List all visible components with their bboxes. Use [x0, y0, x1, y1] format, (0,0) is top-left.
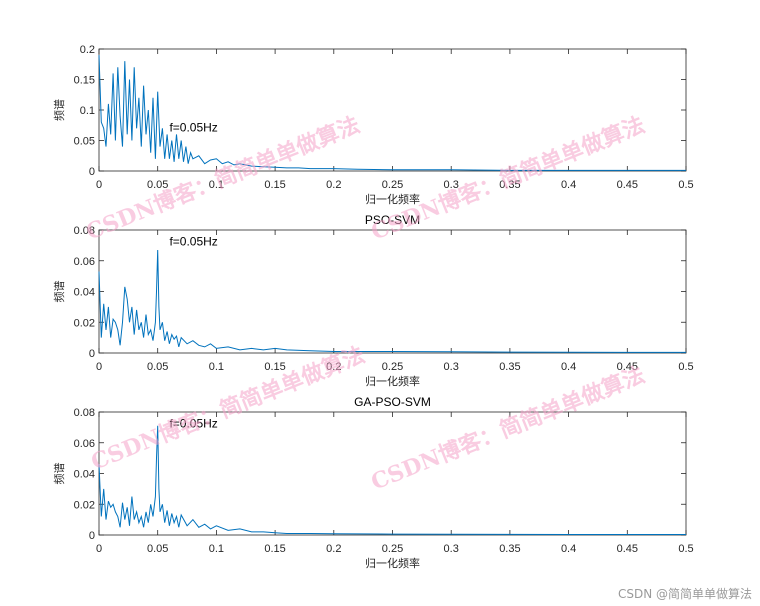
- x-tick-label: 0.4: [561, 179, 576, 191]
- y-tick-label: 0.06: [74, 256, 95, 268]
- x-tick-label: 0.4: [561, 361, 576, 373]
- subplot-3: 0 0.05 0.1 0.15 0.2 0.25 0.3 0.35 0.4 0.45 0.5 0 0.0…: [52, 395, 694, 570]
- subplot-1: 0 0.05 0.1 0.15 0.2 0.25 0.3 0.35 0.4 0.45 0.5 0 0.0…: [52, 44, 694, 206]
- x-tick-label: 0.35: [499, 543, 520, 555]
- x-tick-label: 0: [96, 179, 102, 191]
- series-line: [98, 425, 686, 535]
- subplot-2: 0 0.05 0.1 0.15 0.2 0.25 0.3 0.35 0.4 0.45 0.5 0 0.0…: [52, 213, 694, 388]
- x-tick-label: 0.1: [209, 543, 224, 555]
- series-line: [98, 55, 686, 171]
- x-tick-label: 0.45: [617, 179, 638, 191]
- x-tick-label: 0.15: [264, 179, 285, 191]
- x-axis-label: 归一化频率: [365, 192, 420, 206]
- x-tick-label: 0.15: [264, 361, 285, 373]
- x-tick-label: 0.2: [326, 543, 341, 555]
- x-tick-label: 0.5: [678, 543, 693, 555]
- subplot-title: PSO-SVM: [365, 213, 420, 227]
- x-axis-label: 归一化频率: [365, 556, 420, 570]
- y-tick-label: 0.05: [74, 136, 95, 148]
- x-tick-label: 0.2: [326, 361, 341, 373]
- y-tick-label: 0.06: [74, 438, 95, 450]
- annotation-label: f=0.05Hz: [169, 120, 217, 134]
- x-tick-label: 0: [96, 543, 102, 555]
- x-tick-label: 0.45: [617, 543, 638, 555]
- axes-box: [98, 411, 687, 536]
- x-tick-label: 0.3: [444, 361, 459, 373]
- y-tick-label: 0: [89, 166, 95, 178]
- y-tick-label: 0.1: [80, 105, 95, 117]
- x-tick-label: 0: [96, 361, 102, 373]
- x-tick-label: 0.25: [382, 179, 403, 191]
- x-tick-label: 0.4: [561, 543, 576, 555]
- x-tick-label: 0.25: [382, 543, 403, 555]
- y-tick-label: 0: [89, 348, 95, 360]
- x-axis-label: 归一化频率: [365, 374, 420, 388]
- x-tick-label: 0.45: [617, 361, 638, 373]
- y-tick-label: 0.15: [74, 75, 95, 87]
- y-axis-label: 频谱: [52, 99, 66, 121]
- annotation-label: f=0.05Hz: [169, 416, 217, 430]
- x-tick-label: 0.3: [444, 179, 459, 191]
- y-tick-label: 0.04: [74, 287, 95, 299]
- x-tick-label: 0.5: [678, 361, 693, 373]
- y-tick-label: 0: [89, 530, 95, 542]
- x-tick-label: 0.3: [444, 543, 459, 555]
- x-tick-label: 0.1: [209, 361, 224, 373]
- y-tick-label: 0.2: [80, 44, 95, 56]
- x-tick-label: 0.05: [147, 179, 168, 191]
- x-tick-label: 0.05: [147, 361, 168, 373]
- y-tick-label: 0.02: [74, 499, 95, 511]
- y-tick-label: 0.08: [74, 225, 95, 237]
- x-tick-label: 0.05: [147, 543, 168, 555]
- y-axis-label: 频谱: [52, 281, 66, 303]
- x-tick-label: 0.35: [499, 361, 520, 373]
- y-tick-label: 0.02: [74, 317, 95, 329]
- x-tick-label: 0.25: [382, 361, 403, 373]
- series-line: [98, 249, 686, 353]
- y-axis-label: 频谱: [52, 463, 66, 485]
- credit-text: CSDN @简简单单做算法: [617, 587, 752, 601]
- axes-box: [98, 48, 687, 172]
- x-tick-label: 0.2: [326, 179, 341, 191]
- x-tick-label: 0.1: [209, 179, 224, 191]
- x-tick-label: 0.5: [678, 179, 693, 191]
- subplot-title: GA-PSO-SVM: [354, 395, 431, 409]
- axes-box: [98, 229, 687, 354]
- x-tick-label: 0.15: [264, 543, 285, 555]
- y-tick-label: 0.04: [74, 469, 95, 481]
- annotation-label: f=0.05Hz: [169, 234, 217, 248]
- y-tick-label: 0.08: [74, 407, 95, 419]
- x-tick-label: 0.35: [499, 179, 520, 191]
